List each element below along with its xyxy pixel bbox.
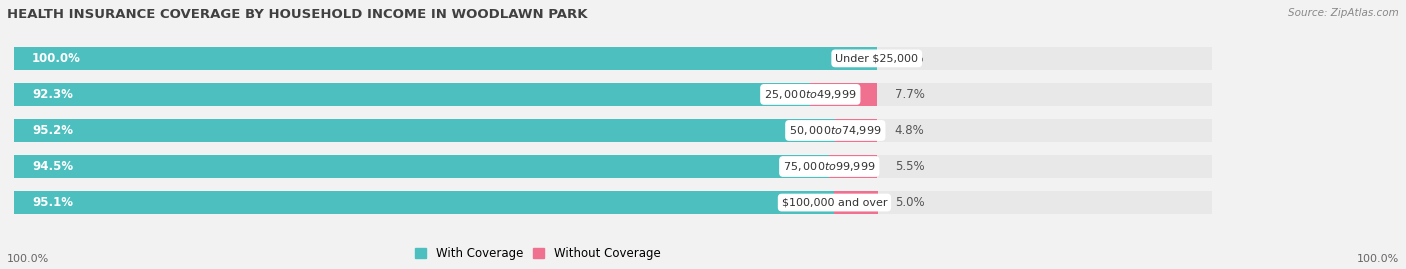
Bar bbox=[14, 155, 1212, 178]
Bar bbox=[14, 191, 1212, 214]
Bar bbox=[14, 47, 877, 70]
Text: 94.5%: 94.5% bbox=[32, 160, 73, 173]
Text: 0.0%: 0.0% bbox=[894, 52, 924, 65]
Text: 4.8%: 4.8% bbox=[894, 124, 925, 137]
Text: 95.2%: 95.2% bbox=[32, 124, 73, 137]
Bar bbox=[14, 119, 1212, 142]
Bar bbox=[14, 83, 810, 106]
Text: $25,000 to $49,999: $25,000 to $49,999 bbox=[763, 88, 856, 101]
Bar bbox=[835, 119, 877, 142]
Text: 95.1%: 95.1% bbox=[32, 196, 73, 209]
Text: HEALTH INSURANCE COVERAGE BY HOUSEHOLD INCOME IN WOODLAWN PARK: HEALTH INSURANCE COVERAGE BY HOUSEHOLD I… bbox=[7, 8, 588, 21]
Text: $50,000 to $74,999: $50,000 to $74,999 bbox=[789, 124, 882, 137]
Text: $100,000 and over: $100,000 and over bbox=[782, 197, 887, 208]
Text: Source: ZipAtlas.com: Source: ZipAtlas.com bbox=[1288, 8, 1399, 18]
Bar bbox=[14, 83, 1212, 106]
Text: 100.0%: 100.0% bbox=[32, 52, 82, 65]
Text: Under $25,000: Under $25,000 bbox=[835, 53, 918, 63]
Text: 5.0%: 5.0% bbox=[896, 196, 925, 209]
Text: $75,000 to $99,999: $75,000 to $99,999 bbox=[783, 160, 876, 173]
Bar bbox=[14, 155, 830, 178]
Bar bbox=[835, 191, 877, 214]
Bar bbox=[810, 83, 877, 106]
Text: 100.0%: 100.0% bbox=[1357, 254, 1399, 264]
Bar bbox=[830, 155, 877, 178]
Text: 7.7%: 7.7% bbox=[894, 88, 925, 101]
Text: 100.0%: 100.0% bbox=[7, 254, 49, 264]
Bar bbox=[14, 47, 1212, 70]
Text: 5.5%: 5.5% bbox=[894, 160, 924, 173]
Text: 92.3%: 92.3% bbox=[32, 88, 73, 101]
Bar bbox=[14, 191, 835, 214]
Legend: With Coverage, Without Coverage: With Coverage, Without Coverage bbox=[411, 243, 665, 265]
Bar bbox=[14, 119, 835, 142]
